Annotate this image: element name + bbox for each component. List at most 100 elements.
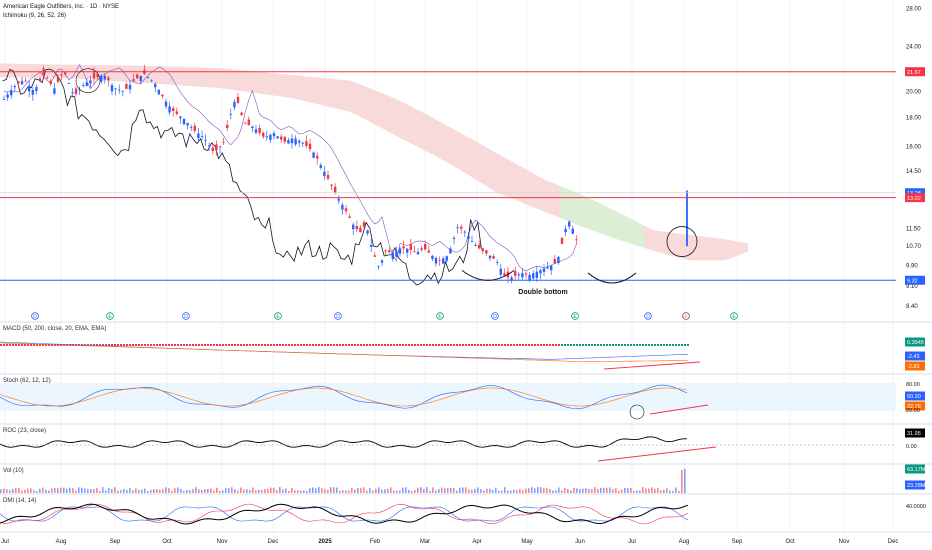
macd-histogram-bar [564,344,566,346]
macd-histogram-bar [684,344,686,346]
candle-body [568,221,571,227]
kumo-segment [700,236,704,261]
kumo-segment [720,238,724,261]
candle-body [20,80,24,85]
kumo-segment [172,66,176,86]
candle-body [290,138,294,144]
kumo-segment [580,193,584,228]
kumo-segment [240,70,244,92]
macd-histogram-bar [426,344,428,346]
y-tick-label: 20.00 [906,90,922,96]
volume-bar [330,487,332,493]
kumo-segment [536,174,540,210]
event-marker [182,312,190,320]
candle-body [442,258,445,264]
macd-histogram-bar [225,344,227,346]
kumo-segment [504,157,508,198]
kumo-segment [680,233,684,259]
volume-bar [51,488,53,493]
volume-bar [48,490,50,493]
candle-body [208,145,211,147]
kumo-segment [480,143,484,185]
kumo-segment [716,238,720,261]
volume-bar [312,487,314,493]
macd-histogram-bar [174,344,176,346]
kumo-segment [572,190,576,225]
macd-histogram-bar [333,344,335,346]
volume-bar [159,489,161,493]
macd-histogram-bar [651,344,653,346]
volume-bar [189,490,191,493]
candle-body [532,273,535,279]
kumo-segment [668,232,672,256]
kumo-segment [660,231,664,254]
candle-body [524,273,528,275]
macd-histogram-bar [195,344,197,346]
macd-histogram-bar [150,344,152,346]
macd-histogram-bar [180,344,182,346]
candle-body [218,146,222,148]
kumo-segment [440,121,444,161]
candle-body [384,250,387,252]
volume-bar [474,488,476,493]
volume-bar [261,489,263,493]
candle-body [211,147,214,152]
volume-bar [318,487,320,493]
x-tick-label: Jun [575,539,585,545]
candle-body [546,267,549,269]
volume-bar [684,468,686,493]
kumo-segment [476,141,480,183]
kumo-segment [652,229,656,252]
macd-histogram-bar [357,344,359,346]
macd-histogram-bar [510,344,512,346]
candle-body [391,252,394,259]
volume-bar [138,490,140,493]
macd-histogram-bar [45,344,47,346]
volume-bar [183,490,185,493]
macd-histogram-bar [453,344,455,346]
candle-body [553,259,556,264]
volume-bar [27,488,29,493]
candle-body [362,222,366,227]
x-tick-label: May [521,539,532,545]
volume-bar [573,487,575,493]
macd-histogram-bar [300,344,302,346]
macd-histogram-bar [285,344,287,346]
macd-histogram-bar [186,344,188,346]
kumo-segment [200,67,204,87]
candle-body [67,83,70,84]
volume-bar [117,490,119,493]
chikou-span [2,68,482,286]
kumo-segment [136,65,140,83]
macd-histogram-bar [675,344,677,346]
pane-badge [905,391,925,401]
stoch-circle [629,404,645,420]
candle-body [287,140,290,144]
macd-histogram-bar [450,344,452,346]
kumo-segment [148,65,152,84]
volume-bar [3,488,5,493]
volume-bar [174,488,176,493]
candle-body [103,75,106,80]
macd-histogram-bar [366,344,368,346]
event-marker-label: E [732,314,736,320]
candle-body [92,72,96,79]
volume-bar [243,489,245,493]
kumo-segment [320,77,324,106]
volume-bar [207,488,209,493]
kumo-segment [336,79,340,110]
y-tick-label: 11.50 [906,226,921,232]
macd-histogram-bar [381,344,383,346]
kumo-segment [188,67,192,87]
macd-histogram-bar [120,344,122,346]
volume-bar [444,488,446,493]
kumo-segment [356,82,360,117]
volume-bar [540,487,542,493]
macd-histogram-bar [252,344,254,346]
double-bottom-arc [461,269,515,281]
kumo-segment [596,201,600,234]
y-tick-label: 14.50 [906,169,922,175]
volume-bar [33,490,35,493]
macd-histogram-bar [6,344,8,346]
volume-bar [624,488,626,493]
